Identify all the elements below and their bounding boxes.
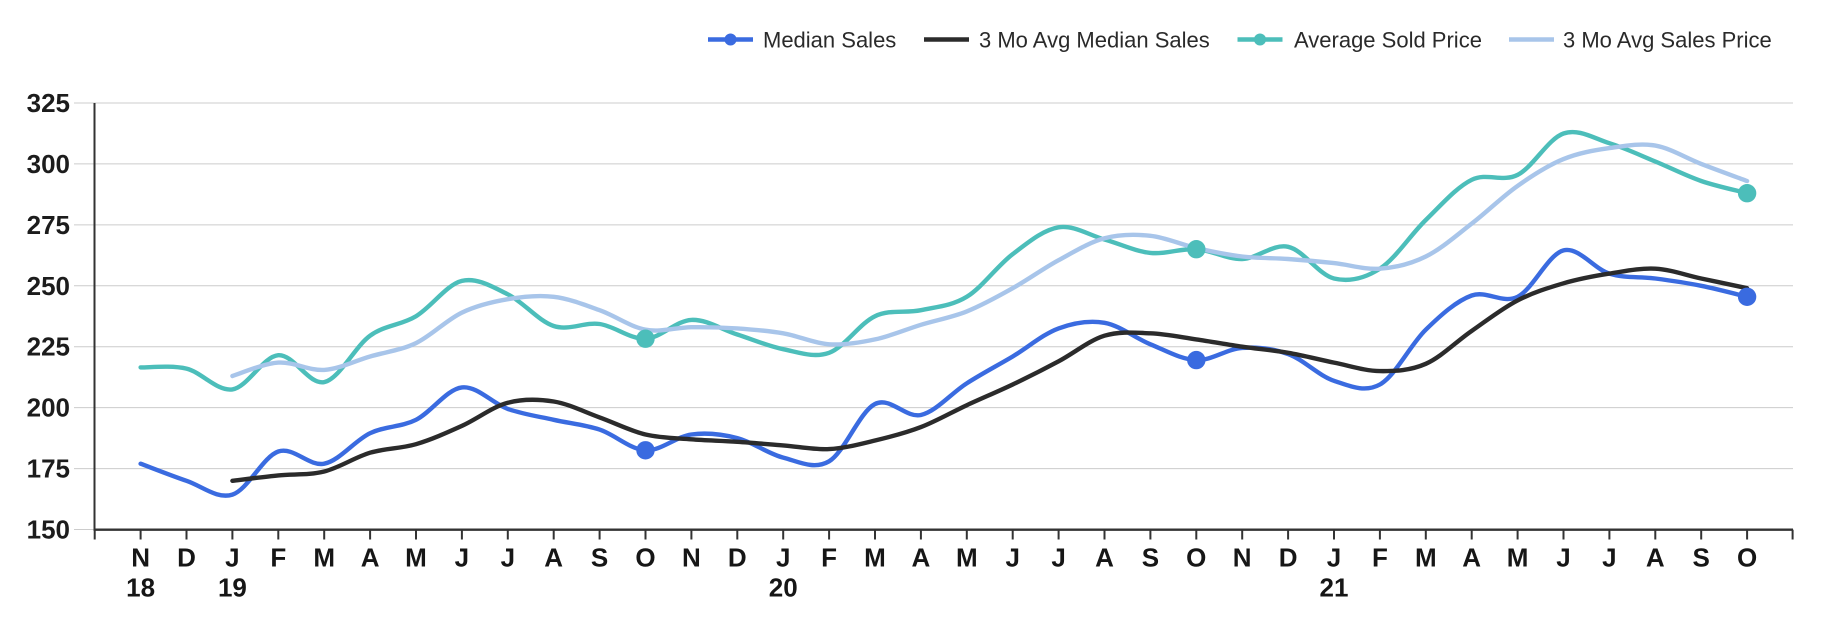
svg-text:S: S bbox=[1693, 543, 1710, 573]
svg-text:175: 175 bbox=[27, 454, 70, 484]
svg-text:150: 150 bbox=[27, 515, 70, 545]
svg-text:J: J bbox=[776, 543, 790, 573]
svg-text:21: 21 bbox=[1320, 573, 1349, 603]
svg-text:3 Mo Avg Sales Price: 3 Mo Avg Sales Price bbox=[1563, 28, 1772, 53]
svg-text:O: O bbox=[1186, 543, 1206, 573]
svg-text:M: M bbox=[313, 543, 335, 573]
svg-text:M: M bbox=[405, 543, 427, 573]
svg-text:N: N bbox=[131, 543, 150, 573]
svg-text:J: J bbox=[1051, 543, 1065, 573]
svg-text:300: 300 bbox=[27, 149, 70, 179]
svg-text:D: D bbox=[1279, 543, 1298, 573]
svg-text:225: 225 bbox=[27, 332, 70, 362]
svg-text:M: M bbox=[1507, 543, 1529, 573]
svg-text:Average Sold Price: Average Sold Price bbox=[1294, 28, 1482, 53]
svg-text:S: S bbox=[1142, 543, 1159, 573]
svg-text:3 Mo Avg Median Sales: 3 Mo Avg Median Sales bbox=[979, 28, 1210, 53]
svg-text:A: A bbox=[1646, 543, 1665, 573]
svg-text:A: A bbox=[361, 543, 380, 573]
svg-text:D: D bbox=[177, 543, 196, 573]
svg-text:J: J bbox=[225, 543, 239, 573]
svg-text:F: F bbox=[821, 543, 837, 573]
svg-text:M: M bbox=[956, 543, 978, 573]
svg-text:N: N bbox=[1233, 543, 1252, 573]
svg-text:19: 19 bbox=[218, 573, 247, 603]
svg-text:J: J bbox=[455, 543, 469, 573]
svg-text:J: J bbox=[1327, 543, 1341, 573]
svg-text:250: 250 bbox=[27, 271, 70, 301]
svg-text:J: J bbox=[1602, 543, 1616, 573]
svg-text:D: D bbox=[728, 543, 747, 573]
svg-text:J: J bbox=[1005, 543, 1019, 573]
svg-text:325: 325 bbox=[27, 88, 70, 118]
svg-text:A: A bbox=[1095, 543, 1114, 573]
svg-text:18: 18 bbox=[126, 573, 155, 603]
svg-text:20: 20 bbox=[769, 573, 798, 603]
svg-text:F: F bbox=[270, 543, 286, 573]
svg-text:S: S bbox=[591, 543, 608, 573]
svg-text:F: F bbox=[1372, 543, 1388, 573]
svg-text:A: A bbox=[544, 543, 563, 573]
svg-text:M: M bbox=[864, 543, 886, 573]
svg-text:200: 200 bbox=[27, 393, 70, 423]
svg-text:Median Sales: Median Sales bbox=[763, 28, 896, 53]
svg-text:A: A bbox=[1462, 543, 1481, 573]
svg-text:275: 275 bbox=[27, 210, 70, 240]
svg-text:A: A bbox=[912, 543, 931, 573]
svg-text:J: J bbox=[501, 543, 515, 573]
svg-text:O: O bbox=[635, 543, 655, 573]
svg-text:N: N bbox=[682, 543, 701, 573]
svg-text:O: O bbox=[1737, 543, 1757, 573]
svg-text:J: J bbox=[1556, 543, 1570, 573]
svg-text:M: M bbox=[1415, 543, 1437, 573]
